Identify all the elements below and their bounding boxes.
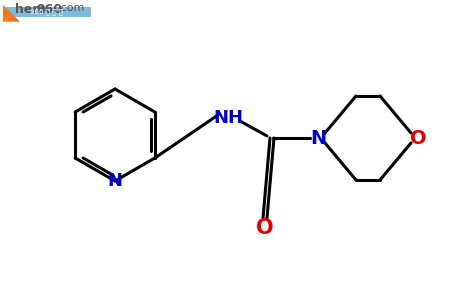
Text: .com: .com xyxy=(58,3,85,13)
Text: O: O xyxy=(256,218,274,238)
Text: N: N xyxy=(310,129,326,147)
Text: O: O xyxy=(410,129,426,147)
Text: NH: NH xyxy=(213,109,243,127)
Text: N: N xyxy=(108,172,122,190)
Text: hem: hem xyxy=(15,3,46,16)
Text: 960 化 工 网: 960 化 工 网 xyxy=(30,9,64,15)
FancyBboxPatch shape xyxy=(3,7,91,17)
Text: 960: 960 xyxy=(36,3,62,16)
Text: ◣: ◣ xyxy=(3,2,20,22)
